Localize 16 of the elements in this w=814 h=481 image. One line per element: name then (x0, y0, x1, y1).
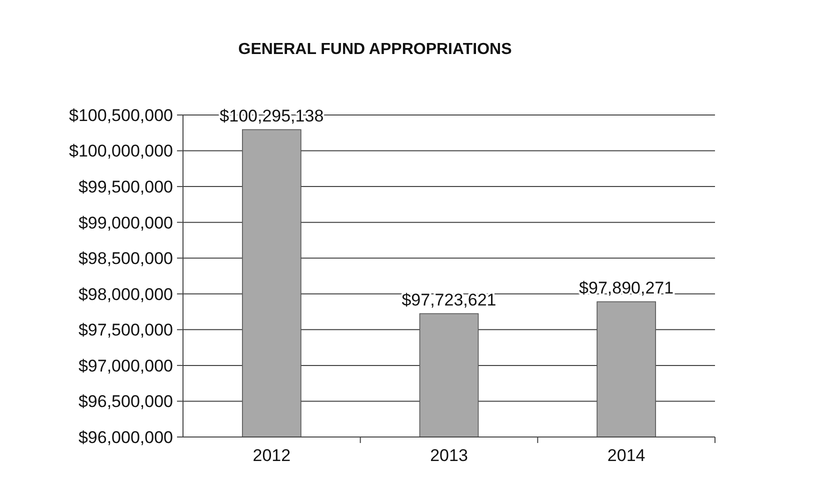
y-tick-label: $97,500,000 (78, 320, 173, 340)
y-tick-label: $96,000,000 (78, 428, 173, 447)
x-tick-label: 2013 (430, 446, 468, 465)
y-tick-label: $98,000,000 (78, 284, 173, 304)
y-tick-label: $98,500,000 (78, 249, 173, 268)
y-tick-label: $100,000,000 (69, 142, 173, 161)
y-tick-label: $99,500,000 (78, 178, 173, 197)
data-label: $97,723,621 (402, 290, 496, 310)
x-tick-label: 2012 (252, 446, 291, 465)
y-tick-label: $97,000,000 (78, 356, 173, 376)
chart-title: GENERAL FUND APPROPRIATIONS (238, 41, 512, 58)
x-tick-label: 2014 (607, 446, 646, 465)
y-tick-label: $96,500,000 (78, 392, 173, 412)
data-label: $97,890,271 (579, 278, 674, 298)
y-tick-label: $99,000,000 (78, 213, 173, 232)
y-tick-label: $100,500,000 (69, 106, 173, 125)
